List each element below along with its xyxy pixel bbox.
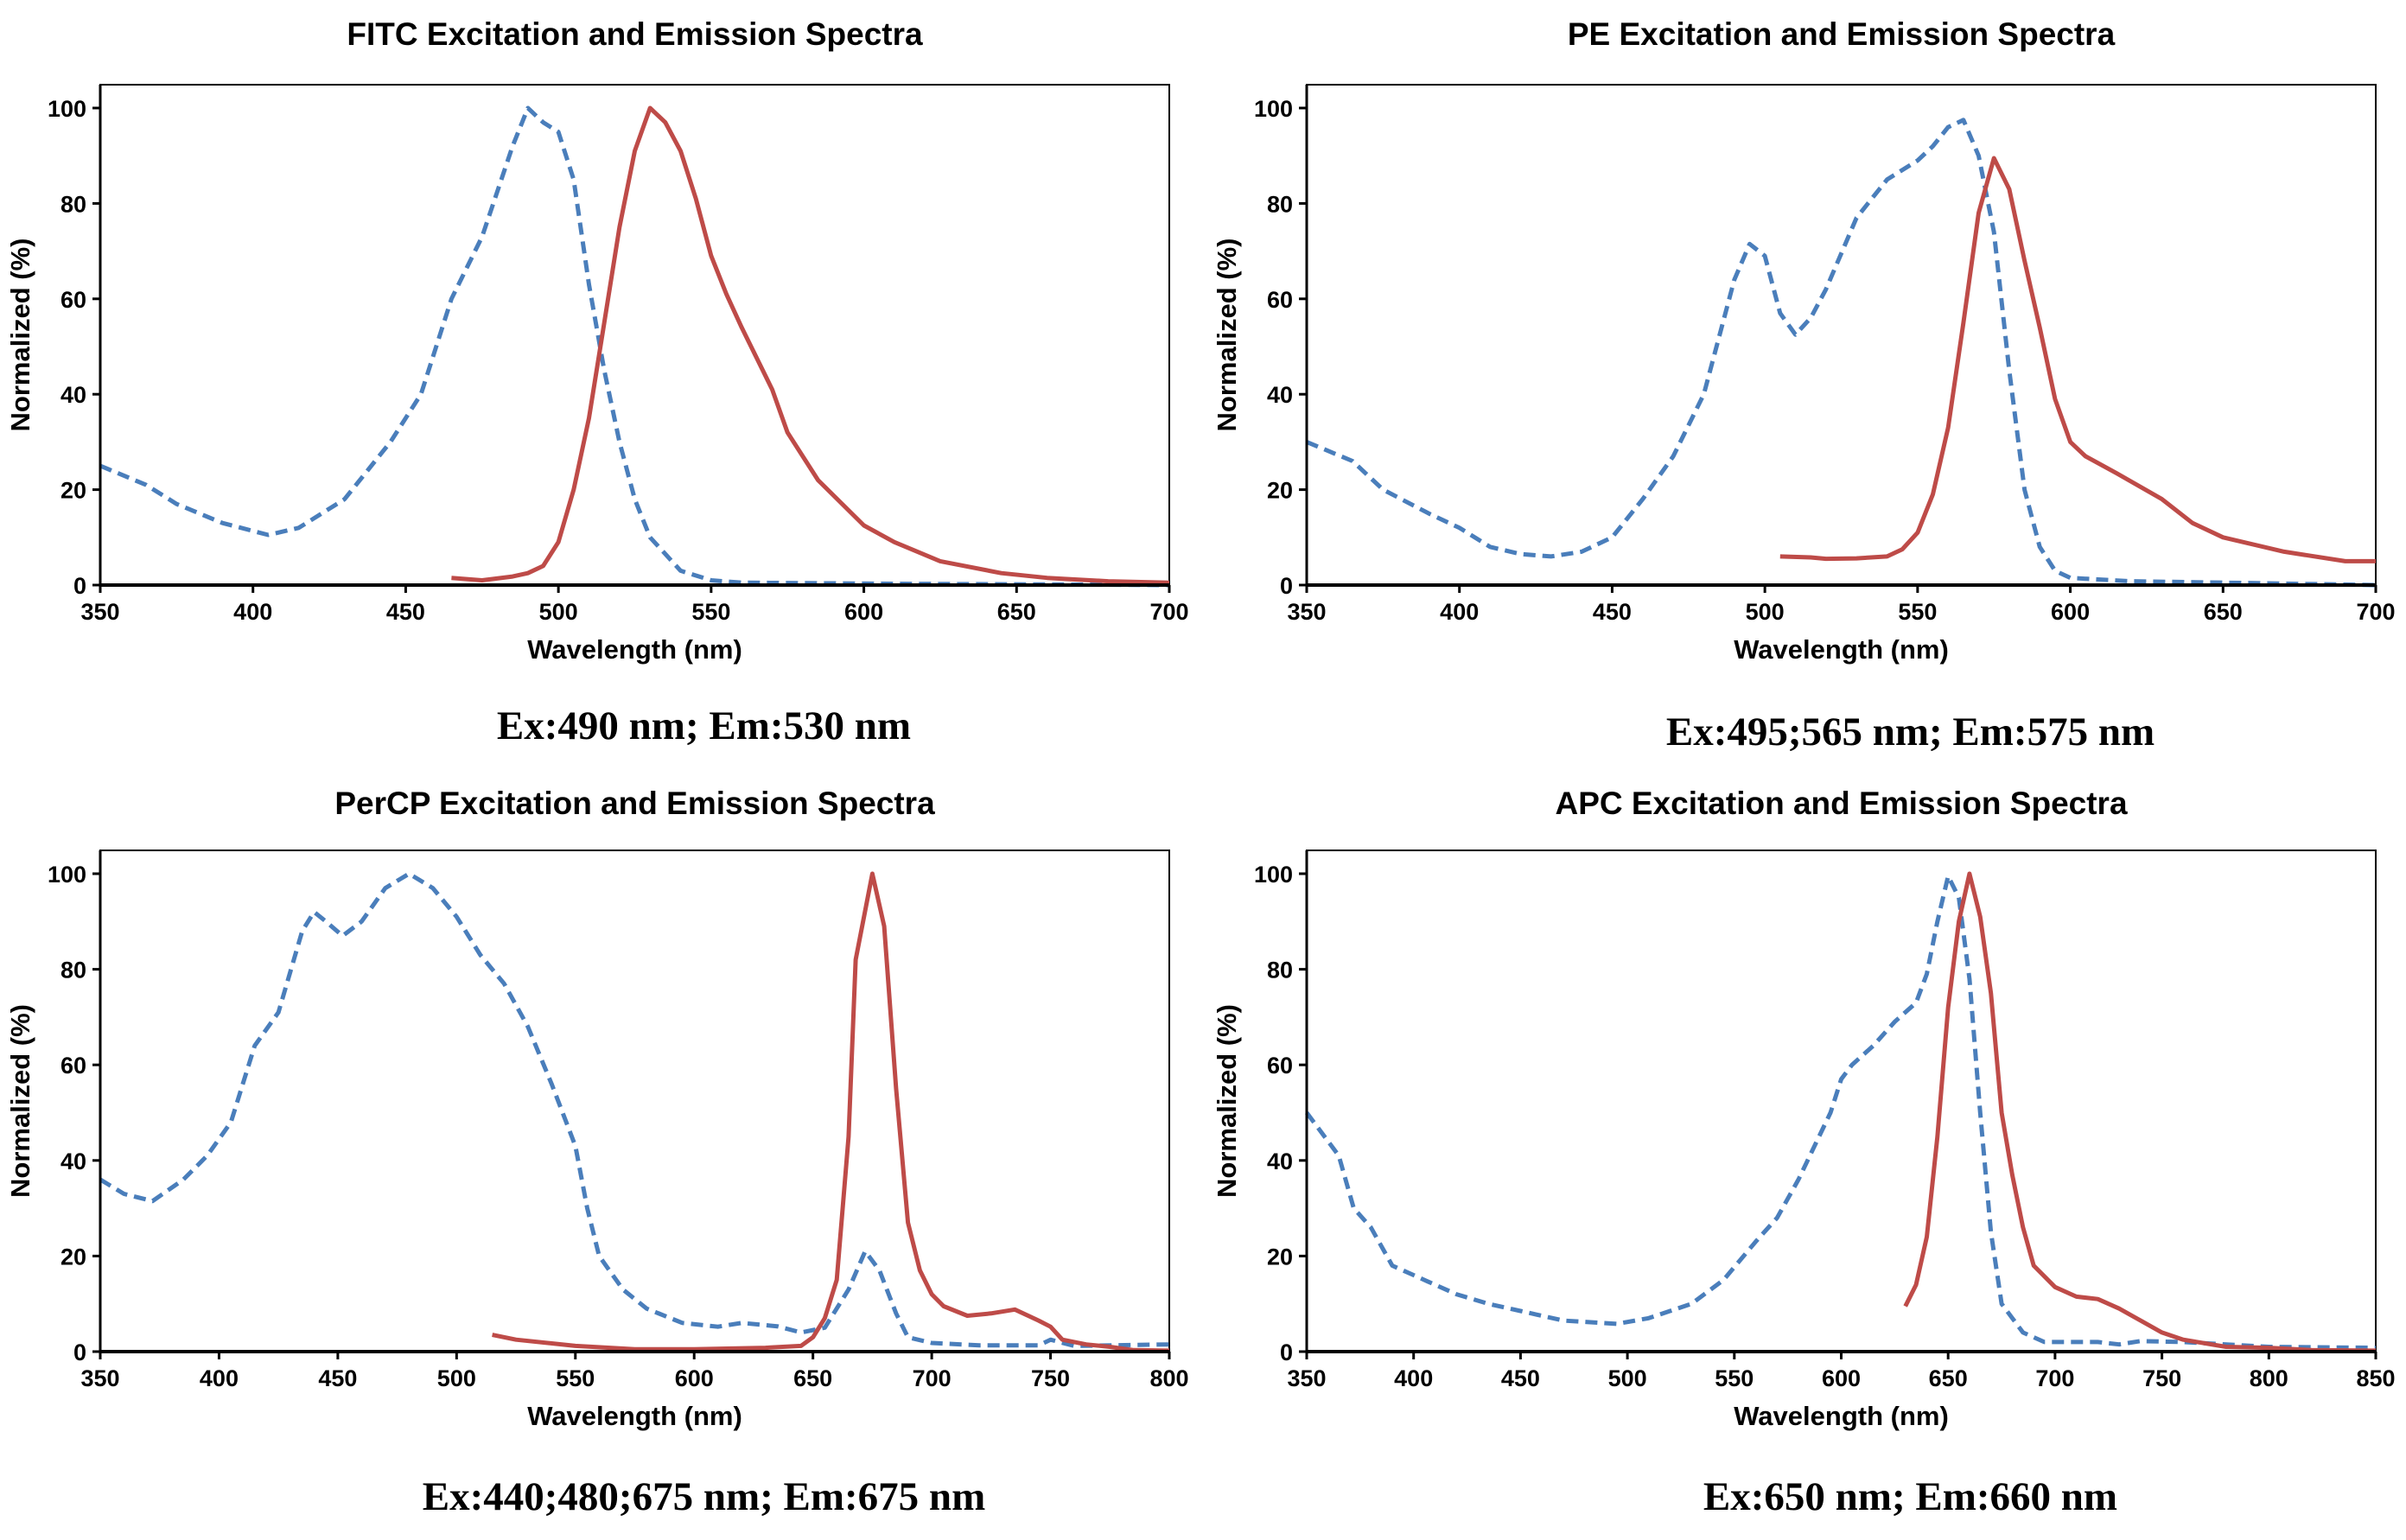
x-tick-label: 350 — [80, 599, 119, 625]
y-axis-label: Normalized (%) — [5, 1004, 35, 1198]
x-axis-label: Wavelength (nm) — [1734, 1401, 1949, 1431]
x-tick-label: 700 — [2035, 1365, 2074, 1391]
y-tick-label: 100 — [1254, 96, 1293, 122]
plot-area — [99, 850, 1170, 1352]
x-tick-label: 550 — [1898, 599, 1937, 625]
x-tick-label: 750 — [1031, 1365, 1070, 1391]
x-tick-label: 650 — [793, 1365, 832, 1391]
chart-title: APC Excitation and Emission Spectra — [1555, 786, 2127, 821]
excitation-line — [1306, 118, 2377, 588]
x-tick-label: 550 — [556, 1365, 595, 1391]
excitation-line — [99, 105, 1170, 588]
x-tick-label: 750 — [2142, 1365, 2181, 1391]
x-tick-label: 500 — [437, 1365, 476, 1391]
plot-area — [1306, 850, 2377, 1352]
y-tick-label: 80 — [60, 191, 86, 217]
x-tick-label: 700 — [2356, 599, 2395, 625]
chart-title: PerCP Excitation and Emission Spectra — [334, 786, 935, 821]
y-tick-label: 60 — [1267, 1053, 1293, 1079]
x-tick-label: 650 — [997, 599, 1036, 625]
y-tick-label: 80 — [60, 958, 86, 983]
x-tick-label: 650 — [1929, 1365, 1968, 1391]
x-tick-label: 850 — [2356, 1365, 2395, 1391]
chart-panel-3: PerCP Excitation and Emission Spectra 350… — [5, 786, 1189, 1519]
x-tick-label: 600 — [844, 599, 883, 625]
y-tick-label: 80 — [1267, 958, 1293, 983]
x-tick-label: 450 — [1501, 1365, 1540, 1391]
x-tick-label: 800 — [2250, 1365, 2288, 1391]
y-tick-label: 20 — [60, 1244, 86, 1270]
x-tick-label: 600 — [1822, 1365, 1861, 1391]
x-tick-label: 400 — [200, 1365, 239, 1391]
emission-line — [451, 105, 1170, 585]
emission-line — [1903, 871, 2377, 1353]
x-axis-label: Wavelength (nm) — [1734, 634, 1949, 665]
chart-title: PE Excitation and Emission Spectra — [1568, 16, 2116, 52]
y-axis-label: Normalized (%) — [1212, 239, 1242, 432]
x-tick-label: 450 — [318, 1365, 357, 1391]
emission-line — [1779, 156, 2376, 563]
peak-caption: Ex:490 nm; Em:530 nm — [497, 703, 911, 748]
x-tick-label: 400 — [1394, 1365, 1433, 1391]
y-tick-label: 100 — [1254, 862, 1293, 888]
x-tick-label: 400 — [233, 599, 272, 625]
x-tick-label: 700 — [913, 1365, 952, 1391]
x-tick-label: 500 — [1608, 1365, 1647, 1391]
x-tick-label: 450 — [1593, 599, 1632, 625]
y-tick-label: 0 — [1280, 1340, 1293, 1365]
y-tick-label: 40 — [60, 1149, 86, 1174]
x-axis-label: Wavelength (nm) — [527, 634, 742, 665]
y-tick-label: 80 — [1267, 191, 1293, 217]
x-tick-label: 400 — [1440, 599, 1479, 625]
excitation-line — [99, 871, 1170, 1348]
x-tick-label: 500 — [539, 599, 578, 625]
x-tick-label: 450 — [386, 599, 425, 625]
excitation-line — [1304, 874, 2377, 1351]
x-tick-label: 500 — [1746, 599, 1785, 625]
x-tick-label: 550 — [691, 599, 730, 625]
y-tick-label: 0 — [73, 573, 86, 599]
y-tick-label: 60 — [1267, 287, 1293, 313]
y-tick-label: 40 — [1267, 1149, 1293, 1174]
x-tick-label: 350 — [1287, 1365, 1326, 1391]
peak-caption: Ex:495;565 nm; Em:575 nm — [1666, 710, 2155, 754]
y-tick-label: 100 — [48, 96, 86, 122]
chart-panel-4: APC Excitation and Emission Spectra 350 40… — [1212, 786, 2396, 1519]
y-tick-label: 20 — [60, 478, 86, 504]
y-tick-label: 100 — [48, 862, 86, 888]
y-tick-label: 20 — [1267, 1244, 1293, 1270]
x-tick-label: 700 — [1149, 599, 1188, 625]
plot-area — [99, 84, 1170, 586]
y-tick-label: 60 — [60, 1053, 86, 1079]
x-tick-label: 800 — [1149, 1365, 1188, 1391]
y-axis-label: Normalized (%) — [1212, 1004, 1242, 1198]
y-tick-label: 0 — [73, 1340, 86, 1365]
emission-line — [492, 871, 1170, 1353]
y-tick-label: 60 — [60, 287, 86, 313]
peak-caption: Ex:650 nm; Em:660 nm — [1703, 1474, 2117, 1519]
x-tick-label: 350 — [1287, 599, 1326, 625]
x-axis-label: Wavelength (nm) — [527, 1401, 742, 1431]
x-tick-label: 550 — [1715, 1365, 1754, 1391]
x-tick-label: 650 — [2204, 599, 2243, 625]
x-tick-label: 350 — [80, 1365, 119, 1391]
plot-area — [1306, 84, 2377, 586]
x-tick-label: 600 — [675, 1365, 714, 1391]
y-tick-label: 40 — [1267, 382, 1293, 408]
chart-title: FITC Excitation and Emission Spectra — [347, 16, 923, 52]
y-tick-label: 40 — [60, 382, 86, 408]
chart-panel-1: FITC Excitation and Emission Spectra 350 4… — [5, 16, 1189, 748]
x-tick-label: 600 — [2051, 599, 2090, 625]
y-axis-label: Normalized (%) — [5, 239, 35, 432]
peak-caption: Ex:440;480;675 nm; Em:675 nm — [423, 1474, 985, 1519]
y-tick-label: 20 — [1267, 478, 1293, 504]
y-tick-label: 0 — [1280, 573, 1293, 599]
